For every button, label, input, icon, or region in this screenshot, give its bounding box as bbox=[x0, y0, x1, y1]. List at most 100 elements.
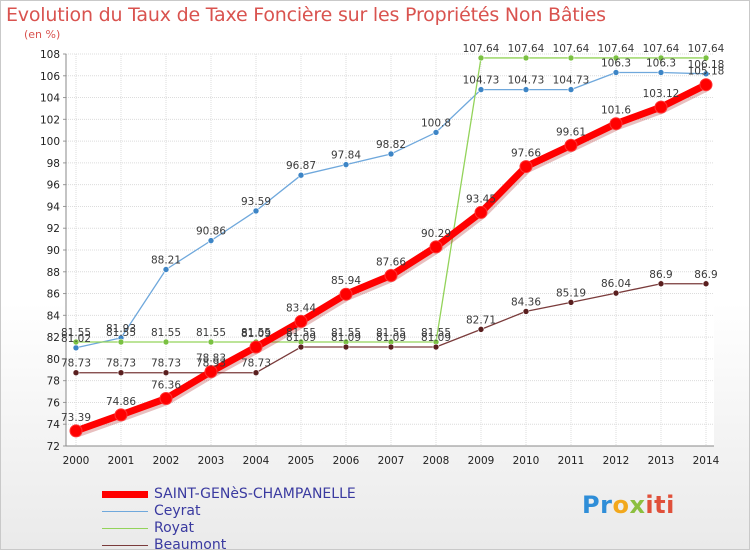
y-tick-label: 108 bbox=[40, 49, 60, 61]
data-point bbox=[252, 207, 260, 215]
x-tick-label: 2009 bbox=[468, 455, 495, 467]
proxiti-logo: Proxiti bbox=[582, 491, 675, 519]
axes: 72 74 76 78 80 82 84 86 88 90 92 94 96 98 100 102 104 106… bbox=[40, 49, 720, 467]
y-tick-label: 84 bbox=[47, 310, 61, 322]
x-tick-label: 2014 bbox=[693, 455, 720, 467]
y-tick-label: 82 bbox=[47, 332, 60, 344]
data-label: 81.09 bbox=[331, 332, 361, 344]
data-label: 97.84 bbox=[331, 150, 361, 162]
data-point bbox=[162, 338, 170, 346]
data-label: 97.66 bbox=[511, 148, 541, 160]
data-point bbox=[432, 343, 440, 351]
data-point bbox=[657, 280, 665, 288]
data-point bbox=[522, 308, 530, 315]
x-tick-label: 2007 bbox=[378, 455, 405, 467]
y-tick-label: 80 bbox=[47, 354, 60, 366]
data-label: 81.09 bbox=[421, 332, 451, 344]
grid bbox=[66, 53, 714, 447]
data-point bbox=[114, 408, 128, 422]
data-label: 81.55 bbox=[61, 327, 91, 339]
data-point bbox=[477, 54, 485, 62]
y-tick-label: 78 bbox=[47, 376, 60, 388]
y-tick-label: 92 bbox=[47, 223, 60, 235]
data-label: 83.44 bbox=[286, 302, 316, 314]
data-point bbox=[477, 86, 485, 93]
data-label: 81.55 bbox=[376, 327, 406, 339]
y-tick-label: 72 bbox=[47, 441, 60, 453]
data-label: 107.64 bbox=[643, 43, 680, 55]
data-label: 96.87 bbox=[286, 160, 316, 172]
data-point bbox=[207, 237, 215, 244]
data-point bbox=[612, 54, 620, 62]
legend-swatch bbox=[102, 528, 148, 529]
data-label: 105.18 bbox=[688, 66, 725, 78]
data-label: 107.64 bbox=[553, 43, 590, 55]
data-point bbox=[159, 392, 173, 406]
data-point bbox=[249, 340, 263, 354]
data-label: 78.73 bbox=[61, 358, 91, 370]
data-label: 81.09 bbox=[376, 332, 406, 344]
data-point bbox=[387, 343, 395, 351]
y-tick-label: 76 bbox=[47, 397, 61, 409]
data-label: 107.64 bbox=[508, 43, 545, 55]
data-label: 90.29 bbox=[421, 228, 451, 240]
data-label: 90.86 bbox=[196, 226, 226, 238]
data-point bbox=[117, 369, 125, 377]
x-tick-label: 2013 bbox=[648, 455, 675, 467]
data-label: 81.09 bbox=[286, 332, 316, 344]
data-point bbox=[297, 343, 305, 351]
data-label: 78.73 bbox=[241, 358, 271, 370]
data-label: 86.9 bbox=[694, 269, 717, 281]
data-point bbox=[702, 280, 710, 288]
data-label: 81.55 bbox=[106, 327, 136, 339]
x-tick-label: 2006 bbox=[333, 455, 360, 467]
y-tick-label: 74 bbox=[47, 419, 61, 431]
unit-label: (en %) bbox=[24, 28, 61, 41]
data-point bbox=[654, 100, 668, 114]
data-label: 81.55 bbox=[286, 327, 316, 339]
data-point bbox=[294, 314, 308, 328]
data-label: 98.82 bbox=[376, 139, 406, 151]
x-tick-label: 2011 bbox=[558, 455, 585, 467]
data-label: 100.8 bbox=[421, 117, 451, 129]
data-point bbox=[252, 369, 260, 377]
data-point bbox=[204, 365, 218, 379]
y-tick-label: 90 bbox=[47, 245, 60, 257]
data-label: 81.55 bbox=[151, 327, 181, 339]
x-tick-label: 2012 bbox=[603, 455, 630, 467]
data-point bbox=[387, 150, 395, 158]
data-label: 78.73 bbox=[106, 358, 136, 370]
data-point bbox=[72, 338, 80, 346]
data-label: 81.02 bbox=[61, 333, 91, 345]
legend-swatch bbox=[102, 491, 148, 498]
data-label: 78.73 bbox=[151, 358, 181, 370]
data-point bbox=[342, 343, 350, 351]
series-layer bbox=[69, 54, 713, 438]
x-tick-label: 2010 bbox=[513, 455, 540, 467]
data-point bbox=[519, 160, 533, 174]
data-point bbox=[69, 424, 83, 438]
data-point bbox=[609, 117, 623, 131]
legend-label: Ceyrat bbox=[154, 503, 201, 519]
legend-label: SAINT-GENèS-CHAMPANELLE bbox=[154, 486, 356, 502]
data-label: 93.59 bbox=[241, 196, 271, 208]
data-point bbox=[564, 138, 578, 152]
data-label: 81.55 bbox=[241, 327, 271, 339]
data-point bbox=[522, 86, 530, 93]
data-point bbox=[162, 266, 170, 273]
data-label: 99.61 bbox=[556, 126, 586, 138]
y-tick-label: 104 bbox=[40, 93, 60, 105]
data-label: 74.86 bbox=[106, 396, 136, 408]
x-tick-label: 2005 bbox=[288, 455, 315, 467]
data-label: 107.64 bbox=[463, 43, 500, 55]
x-tick-label: 2003 bbox=[198, 455, 225, 467]
x-tick-label: 2008 bbox=[423, 455, 450, 467]
legend-label: Royat bbox=[154, 520, 195, 536]
data-label: 84.36 bbox=[511, 296, 541, 308]
legend-swatch bbox=[102, 545, 148, 546]
data-point bbox=[429, 240, 443, 254]
data-point bbox=[72, 369, 80, 377]
data-point bbox=[657, 54, 665, 62]
data-point bbox=[702, 70, 710, 78]
